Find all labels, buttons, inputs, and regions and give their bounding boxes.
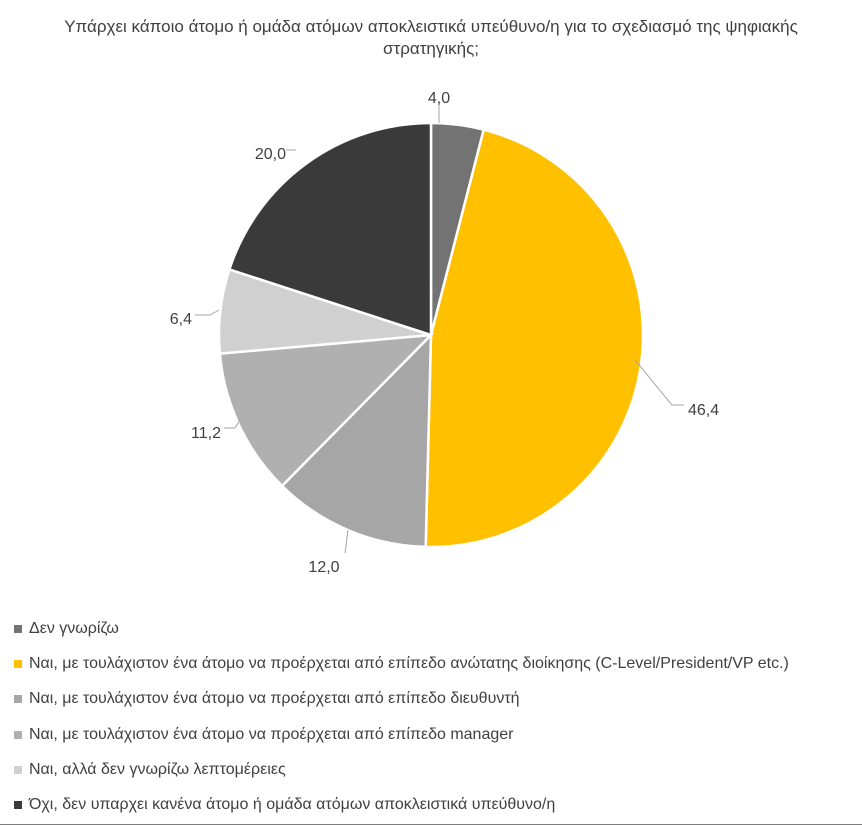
legend-swatch	[14, 765, 22, 774]
legend-swatch	[14, 624, 22, 633]
data-label-4: 11,2	[191, 425, 221, 442]
chart-legend: Δεν γνωρίζω Ναι, με τουλάχιστον ένα άτομο…	[14, 611, 862, 823]
legend-item-4: Ναι, με τουλάχιστον ένα άτομο να προέρχε…	[14, 717, 862, 752]
pie-slice-4	[218, 333, 435, 488]
legend-swatch	[14, 659, 22, 668]
legend-item-3: Ναι, με τουλάχιστον ένα άτομο να προέρχε…	[14, 682, 862, 717]
legend-item-2: Ναι, με τουλάχιστον ένα άτομο να προέρχε…	[14, 646, 862, 681]
legend-swatch	[14, 801, 22, 810]
legend-swatch	[14, 695, 22, 704]
legend-label: Δεν γνωρίζω	[29, 619, 119, 637]
data-labels: 4,0 46,4 12,0 11,2 6,4 20,0	[170, 90, 719, 576]
data-label-1: 4,0	[428, 90, 450, 107]
legend-label: Όχι, δεν υπαρχει κανένα άτομο ή ομάδα ατ…	[29, 796, 556, 814]
pie-slice-6	[227, 121, 433, 337]
data-label-5: 6,4	[170, 311, 192, 328]
chart-title: Υπάρχει κάποιο άτομο ή ομάδα ατόμων αποκ…	[64, 17, 798, 58]
pie-chart: 4,0 46,4 12,0 11,2 6,4 20,0	[170, 90, 719, 576]
pie-slice-2	[424, 128, 645, 549]
legend-item-6: Όχι, δεν υπαρχει κανένα άτομο ή ομάδα ατ…	[14, 787, 862, 822]
legend-swatch	[14, 730, 22, 739]
leader-line-2	[634, 359, 684, 406]
data-label-3: 12,0	[308, 559, 339, 576]
legend-label: Ναι, αλλά δεν γνωρίζω λεπτομέρειες	[29, 760, 286, 778]
bottom-border	[0, 824, 862, 825]
legend-item-5: Ναι, αλλά δεν γνωρίζω λεπτομέρειες	[14, 752, 862, 787]
data-label-6: 20,0	[255, 146, 286, 163]
pie-slices	[217, 121, 645, 549]
data-label-2: 46,4	[688, 402, 719, 419]
legend-label: Ναι, με τουλάχιστον ένα άτομο να προέρχε…	[29, 725, 514, 743]
legend-label: Ναι, με τουλάχιστον ένα άτομο να προέρχε…	[29, 690, 520, 708]
legend-item-1: Δεν γνωρίζω	[14, 611, 862, 646]
leader-line-5	[195, 309, 220, 316]
leader-line-4	[224, 419, 241, 429]
legend-label: Ναι, με τουλάχιστον ένα άτομο να προέρχε…	[29, 654, 789, 672]
leader-lines	[195, 103, 684, 554]
leader-line-3	[344, 529, 349, 554]
